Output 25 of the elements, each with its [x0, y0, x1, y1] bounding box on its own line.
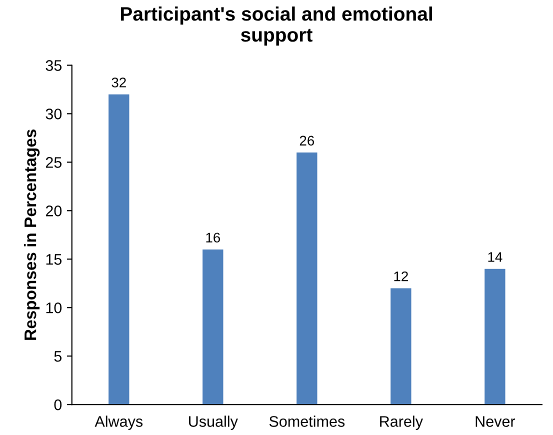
- x-tick-label: Always: [94, 416, 143, 430]
- y-tick-label: 30: [46, 108, 62, 120]
- y-tick-label: 25: [46, 157, 62, 168]
- y-axis-title: Responses in Percentages: [24, 130, 40, 340]
- y-tick-label: 15: [46, 254, 62, 265]
- bar: [390, 288, 412, 405]
- bar: [202, 249, 224, 405]
- y-tick-label: 35: [46, 60, 62, 71]
- x-tick-label: Never: [476, 416, 516, 427]
- chart-title: Participant's social and emotional support: [120, 6, 432, 46]
- data-label: 32: [112, 78, 126, 88]
- x-tick-label: Rarely: [380, 416, 423, 430]
- bar: [296, 152, 318, 405]
- x-tick-label: Sometimes: [269, 416, 345, 427]
- y-tick-label: 0: [54, 399, 62, 410]
- data-label: 26: [300, 136, 314, 146]
- bar: [108, 94, 130, 405]
- data-label: 14: [488, 252, 502, 262]
- data-label: 16: [206, 232, 220, 243]
- y-tick-label: 10: [46, 302, 62, 314]
- y-tick-label: 20: [46, 206, 62, 216]
- y-tick-label: 5: [54, 351, 62, 362]
- data-label: 12: [394, 271, 408, 282]
- x-tick-label: Usually: [189, 416, 238, 430]
- bar: [484, 268, 506, 405]
